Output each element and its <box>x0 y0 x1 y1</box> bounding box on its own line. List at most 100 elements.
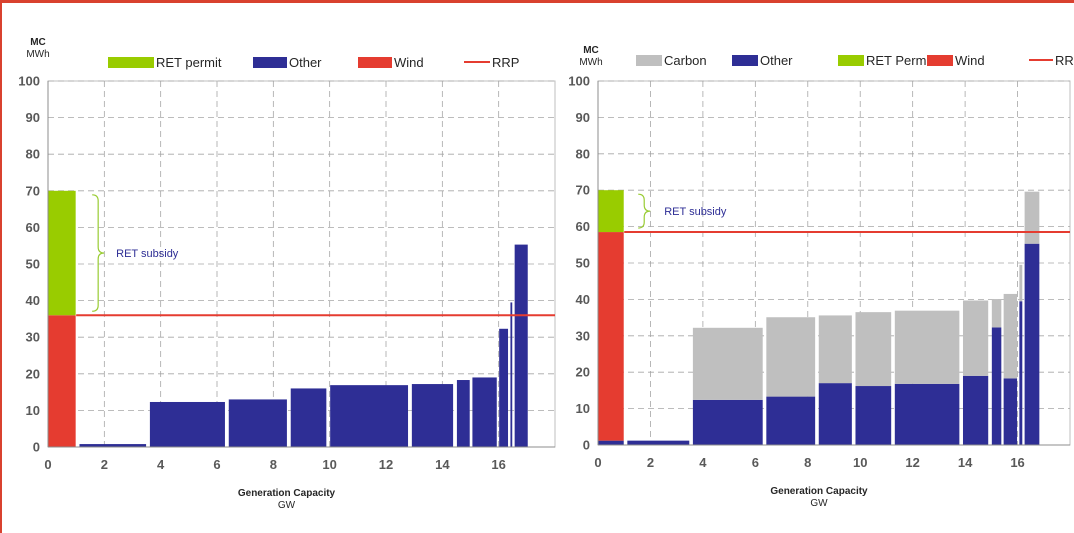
bar-other-5 <box>855 386 892 445</box>
x-tick-label: 8 <box>270 457 277 472</box>
y-tick-label: 90 <box>26 110 40 125</box>
bar-carbon-7 <box>962 300 989 376</box>
bar-other-1 <box>627 440 690 445</box>
y-axis-title: MC <box>583 45 599 56</box>
x-tick-label: 16 <box>1010 455 1024 470</box>
x-tick-label: 16 <box>491 457 505 472</box>
bar-other-2 <box>692 399 763 445</box>
y-tick-label: 40 <box>576 292 590 307</box>
y-axis-title: MC <box>30 37 46 48</box>
bar-carbon-6 <box>894 310 960 384</box>
x-tick-label: 4 <box>699 455 707 470</box>
x-axis-unit: GW <box>810 498 828 509</box>
legend-label: Wind <box>955 53 985 68</box>
legend-swatch <box>253 57 287 68</box>
right-chart-panel: 0 10 20 30 40 50 60 70 80 90 100 0 2 4 6 8 10 12 14 16 Gener… <box>568 45 1074 509</box>
y-tick-label: 60 <box>26 220 40 235</box>
y-tick-label: 30 <box>576 328 590 343</box>
x-tick-label: 10 <box>322 457 336 472</box>
y-tick-label: 10 <box>26 403 40 418</box>
bar-other-6 <box>894 383 960 445</box>
legend-label: RET permit <box>156 55 222 70</box>
legend-swatch <box>358 57 392 68</box>
y-tick-label: 80 <box>26 147 40 162</box>
bar-other-3 <box>228 399 287 447</box>
bar-carbon-10 <box>1019 264 1023 302</box>
legend-label: RRP <box>492 55 519 70</box>
legend-label: Other <box>760 53 793 68</box>
bar-other-3 <box>766 396 816 445</box>
bar-other-4 <box>290 388 327 447</box>
x-tick-label: 2 <box>647 455 654 470</box>
y-tick-label: 50 <box>576 256 590 271</box>
bar-ret-0 <box>598 190 624 233</box>
x-axis-title: Generation Capacity <box>238 488 336 499</box>
bar-other-6 <box>411 384 454 447</box>
y-tick-label: 80 <box>576 146 590 161</box>
legend-swatch <box>838 55 864 66</box>
y-tick-label: 30 <box>26 330 40 345</box>
x-tick-label: 2 <box>101 457 108 472</box>
bar-carbon-5 <box>855 312 892 387</box>
bar-other-9 <box>499 328 509 447</box>
y-tick-label: 60 <box>576 219 590 234</box>
x-tick-label: 6 <box>213 457 220 472</box>
legend-label: Carbon <box>664 53 707 68</box>
y-tick-label: 100 <box>568 74 590 89</box>
bar-other-9 <box>1003 378 1018 445</box>
bar-carbon-9 <box>1003 293 1018 379</box>
bar-wind-0 <box>48 315 76 447</box>
bar-carbon-4 <box>818 315 852 384</box>
legend-label: Wind <box>394 55 424 70</box>
legend-swatch <box>732 55 758 66</box>
bar-other-10 <box>1019 301 1023 445</box>
y-tick-label: 90 <box>576 110 590 125</box>
frame-left-border <box>0 0 2 533</box>
bar-carbon-11 <box>1024 191 1040 244</box>
legend-label: Other <box>289 55 322 70</box>
bar-other-2 <box>149 401 225 447</box>
y-tick-label: 20 <box>576 365 590 380</box>
left-chart-panel: 0 10 20 30 40 50 60 70 80 90 100 0 2 4 6 8 10 12 14 16 Gener… <box>18 37 556 511</box>
bar-other-7 <box>456 380 470 447</box>
bar-other-5 <box>330 385 409 447</box>
y-tick-label: 20 <box>26 366 40 381</box>
y-tick-label: 100 <box>18 74 40 89</box>
y-axis-unit: MWh <box>579 57 602 68</box>
bar-other-0 <box>598 440 624 445</box>
x-tick-label: 14 <box>435 457 450 472</box>
x-tick-label: 12 <box>905 455 919 470</box>
y-axis-unit: MWh <box>26 49 49 60</box>
x-tick-label: 0 <box>44 457 51 472</box>
x-tick-label: 0 <box>594 455 601 470</box>
bar-other-8 <box>472 377 497 447</box>
y-tick-label: 70 <box>576 183 590 198</box>
legend-swatch <box>636 55 662 66</box>
subsidy-brace <box>92 194 105 312</box>
bar-other-4 <box>818 383 852 445</box>
bar-carbon-3 <box>766 317 816 397</box>
legend-swatch <box>108 57 154 68</box>
y-tick-label: 0 <box>33 440 40 455</box>
bar-other-8 <box>991 327 1002 445</box>
x-tick-label: 6 <box>752 455 759 470</box>
y-tick-label: 0 <box>583 438 590 453</box>
subsidy-brace <box>638 193 651 229</box>
y-tick-label: 70 <box>26 183 40 198</box>
subsidy-label: RET subsidy <box>116 248 179 260</box>
bar-carbon-2 <box>692 327 763 400</box>
bar-ret-0 <box>48 190 76 316</box>
bar-other-11 <box>1024 243 1040 445</box>
bar-other-7 <box>962 375 989 445</box>
y-tick-label: 10 <box>576 401 590 416</box>
x-tick-label: 4 <box>157 457 165 472</box>
subsidy-label: RET subsidy <box>664 206 727 218</box>
x-tick-label: 10 <box>853 455 867 470</box>
legend-label: RET Permit <box>866 53 933 68</box>
bar-carbon-8 <box>991 299 1002 328</box>
y-tick-label: 40 <box>26 293 40 308</box>
x-axis-title: Generation Capacity <box>770 486 868 497</box>
x-tick-label: 12 <box>379 457 393 472</box>
